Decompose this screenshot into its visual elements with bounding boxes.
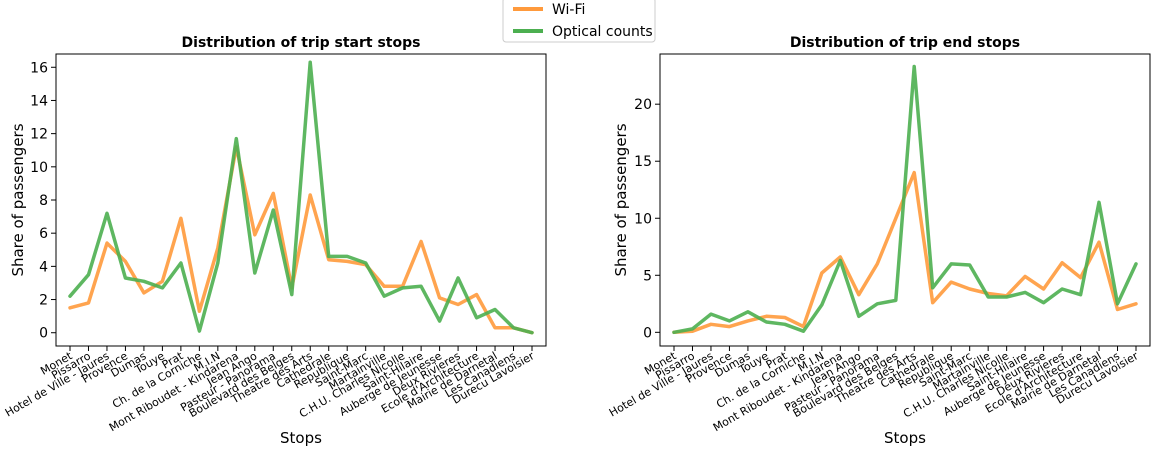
y-tick-label: 0 — [39, 326, 48, 342]
series-line-wi-fi — [68, 145, 534, 335]
y-tick-label: 20 — [634, 97, 652, 113]
y-tick-label: 12 — [30, 127, 48, 143]
y-tick-label: 10 — [30, 160, 48, 176]
y-tick-label: 4 — [39, 259, 48, 275]
plot-area — [55, 53, 547, 347]
x-axis-label: Stops — [280, 429, 322, 447]
chart-end-stops: Distribution of trip end stops Share of … — [607, 35, 1151, 447]
chart-start-stops: Distribution of trip start stops Share o… — [3, 35, 547, 447]
series-line-optical-counts — [672, 64, 1138, 335]
chart-title: Distribution of trip end stops — [790, 35, 1020, 51]
legend-label-optical: Optical counts — [552, 24, 653, 40]
legend-label-wifi: Wi-Fi — [552, 2, 585, 18]
y-tick-label: 14 — [30, 93, 48, 109]
chart-title: Distribution of trip start stops — [182, 35, 421, 51]
x-axis-label: Stops — [884, 429, 926, 447]
y-axis-label: Share of passengers — [612, 123, 630, 276]
y-tick-label: 10 — [634, 211, 652, 227]
series-lines — [68, 60, 534, 335]
series-lines — [672, 64, 1138, 335]
series-line-optical-counts — [68, 60, 534, 335]
y-axis-label: Share of passengers — [9, 123, 27, 276]
y-tick-label: 5 — [643, 268, 652, 284]
y-tick-label: 2 — [39, 293, 48, 309]
plot-area — [659, 53, 1151, 347]
y-tick-label: 0 — [643, 325, 652, 341]
legend: Wi-Fi Optical counts — [502, 0, 656, 43]
y-tick-label: 15 — [634, 154, 652, 170]
y-tick-label: 16 — [30, 60, 48, 76]
y-tick-label: 8 — [39, 193, 48, 209]
y-tick-label: 6 — [39, 226, 48, 242]
